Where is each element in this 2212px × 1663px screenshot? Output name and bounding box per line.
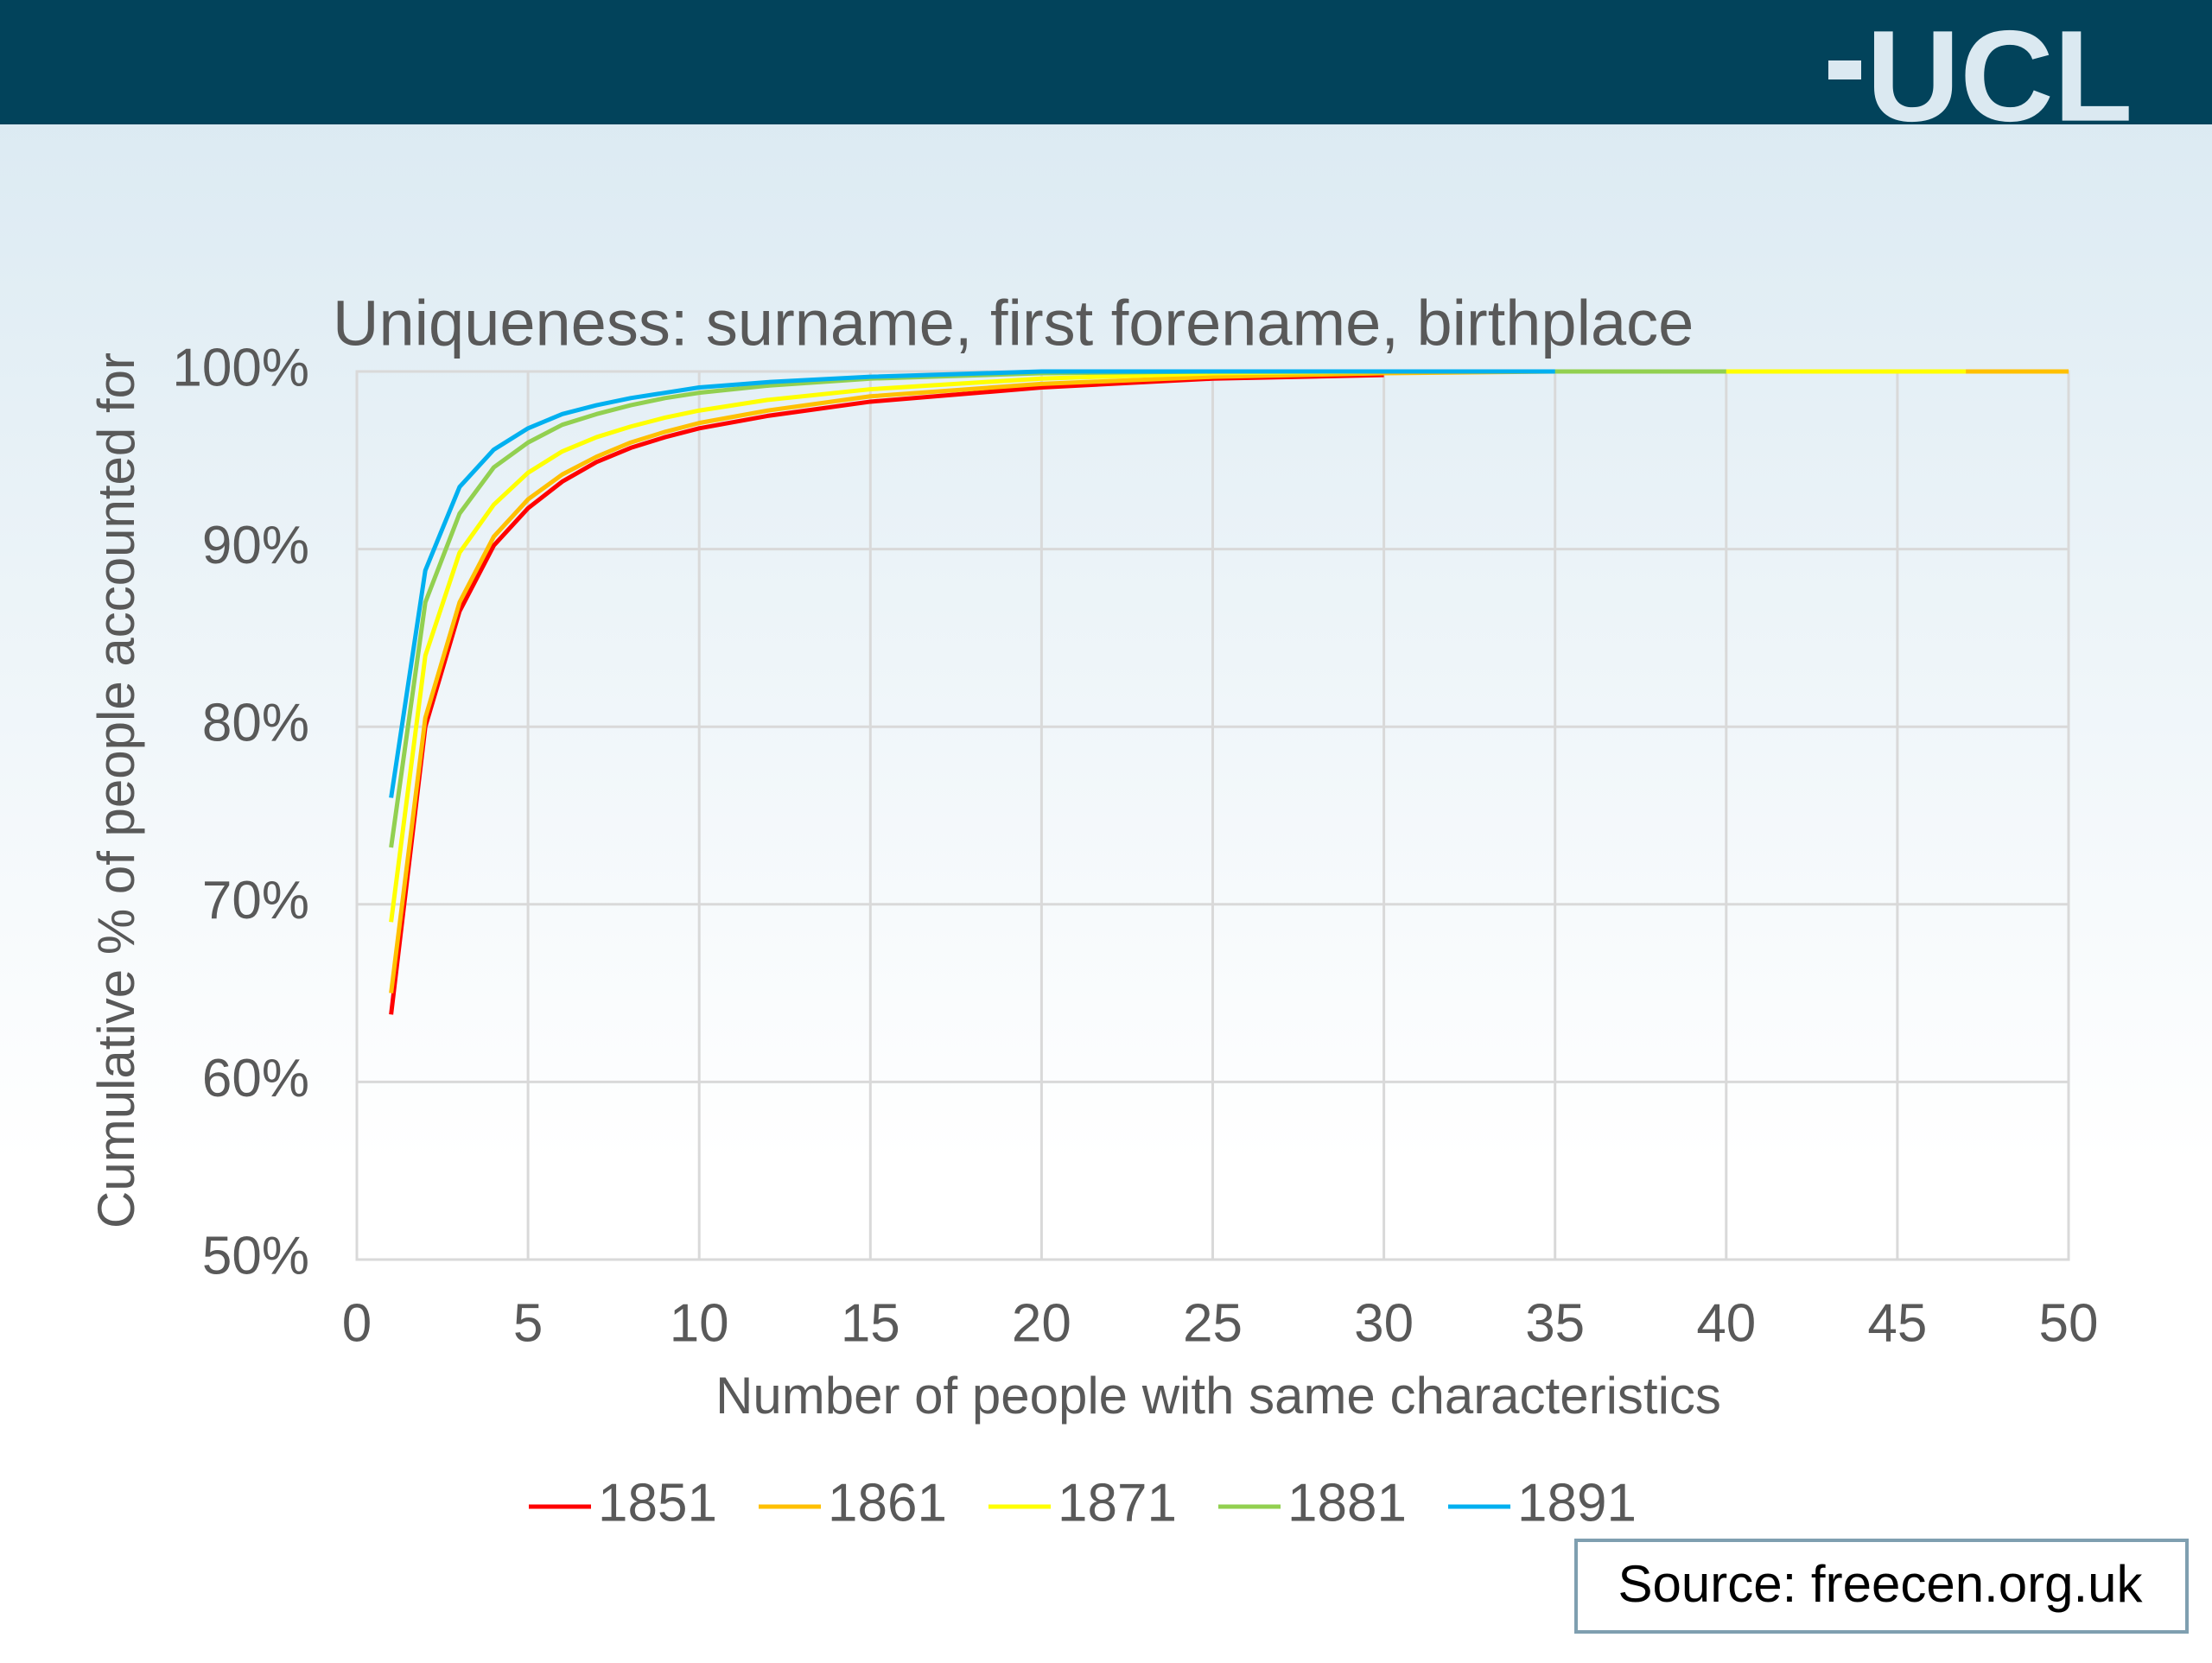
x-tick-label: 45 <box>1867 1293 1927 1353</box>
legend-label: 1891 <box>1517 1473 1637 1533</box>
legend-label: 1861 <box>828 1473 947 1533</box>
x-tick-label: 10 <box>670 1293 729 1353</box>
source: Source: freecen.org.uk <box>1618 1555 2143 1613</box>
y-tick-label: 70% <box>202 871 309 930</box>
x-tick-label: 35 <box>1525 1293 1585 1353</box>
logo-icon <box>1828 60 1861 79</box>
logo: UCL <box>1866 3 2133 149</box>
legend-label: 1871 <box>1058 1473 1177 1533</box>
y-tick-label: 80% <box>202 694 309 753</box>
x-tick-label: 25 <box>1183 1293 1243 1353</box>
x-tick-label: 20 <box>1012 1293 1071 1353</box>
legend-label: 1851 <box>598 1473 717 1533</box>
series-line <box>389 372 1384 1015</box>
legend-label: 1881 <box>1287 1473 1407 1533</box>
chart-title: Uniqueness: surname, first forename, bir… <box>333 288 1694 359</box>
x-tick-label: 30 <box>1354 1293 1414 1353</box>
y-tick-label: 60% <box>202 1049 309 1108</box>
x-axis-label: Number of people with same characteristi… <box>715 1367 1721 1425</box>
x-tick-label: 40 <box>1696 1293 1756 1353</box>
y-tick-label: 100% <box>172 338 309 397</box>
x-tick-label: 0 <box>342 1293 372 1353</box>
y-tick-label: 50% <box>202 1226 309 1285</box>
y-axis-label: Cumulative % of people accounted for <box>87 352 145 1228</box>
x-tick-label: 15 <box>841 1293 900 1353</box>
y-tick-label: 90% <box>202 516 309 575</box>
source-box <box>1574 1539 2189 1634</box>
x-tick-label: 50 <box>2039 1293 2099 1353</box>
series-line <box>389 369 1555 798</box>
x-tick-label: 5 <box>513 1293 543 1353</box>
